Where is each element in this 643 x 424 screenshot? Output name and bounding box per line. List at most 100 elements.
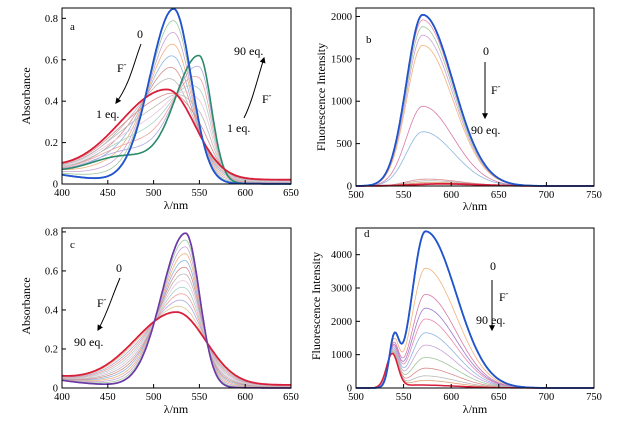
panel-d-xtick-label: 750 (586, 392, 602, 403)
panel-c-xtick-label: 600 (237, 392, 253, 403)
panel-c-curve-series-7 (61, 280, 291, 387)
panel-c-curve-last-red (61, 311, 292, 386)
panel-c-ytick-label: 0.2 (45, 344, 58, 355)
panel-b-ytick-label: 1500 (331, 54, 352, 65)
panel-a-ytick-label: 0.6 (45, 55, 58, 66)
panel-d-annot-ion: F- (499, 289, 509, 304)
panel-b-xtick-label: 550 (396, 190, 412, 201)
panel-c: 400 450 500 550 600 650 0 0.2 0.4 0.6 0.8 c Absorb… (19, 227, 299, 416)
panel-b-curve-series-4 (356, 44, 594, 187)
panel-c-xtick-label: 650 (283, 392, 299, 403)
panel-c-ytick-label: 0 (53, 384, 58, 395)
panel-a-curve-stage1-7 (61, 88, 291, 181)
panel-c-curve-series-9 (62, 293, 291, 387)
panel-a-annot-90eq: 90 eq. (234, 44, 263, 58)
panel-a-annot-ion-left: F- (117, 60, 127, 75)
panel-a-curve-stage2-4 (61, 84, 291, 183)
panel-b-ytick-label: 500 (336, 139, 352, 150)
panel-c-xtick-label: 450 (100, 392, 116, 403)
panel-c-xtick-label: 400 (54, 392, 70, 403)
panel-d-ticks: 500 550 600 650 700 750 0 1000 2000 3000 4000 (331, 250, 602, 403)
panel-d-ylabel: Fluorescence Intensity (309, 252, 323, 360)
panel-c-ticks: 400 450 500 550 600 650 0 0.2 0.4 0.6 0.8 (45, 227, 299, 403)
panel-a-frame (61, 7, 292, 185)
panel-c-annot-90eq: 90 eq. (74, 335, 103, 349)
panel-d-annot-90eq: 90 eq. (476, 313, 505, 327)
panel-c-label: c (70, 239, 75, 251)
panel-d-xlabel: λ/nm (463, 402, 488, 416)
panel-a-ytick-label: 0.2 (45, 138, 58, 149)
panel-a-annot-1eq-right: 1 eq. (227, 121, 250, 135)
panel-d-ytick-label: 0 (347, 384, 352, 395)
panel-b-xtick-label: 650 (491, 190, 507, 201)
panel-b-xtick-label: 750 (586, 190, 602, 201)
panel-a-xlabel: λ/nm (164, 198, 189, 212)
panel-d-frame (355, 227, 595, 389)
panel-b-curves (356, 13, 594, 187)
panel-c-curve-series-3 (61, 253, 291, 388)
panel-a-ytick-label: 0.4 (45, 97, 59, 108)
panel-d-curve-first-blue (356, 230, 594, 389)
panel-b-frame (355, 7, 595, 187)
panel-c-curve-series-0 (61, 232, 291, 389)
panel-a-xtick-label: 550 (192, 188, 208, 199)
panel-b-label: b (366, 34, 372, 46)
panel-d-curve-series-0 (356, 230, 594, 389)
panel-b-annot-ion: F- (491, 82, 501, 97)
panel-a-annot-zero: 0 (137, 27, 143, 41)
panel-b-xtick-label: 700 (539, 190, 555, 201)
panel-d-xtick-label: 700 (539, 392, 555, 403)
panel-a-xtick-label: 500 (146, 188, 162, 199)
panel-c-curve-series-1 (61, 239, 291, 389)
panel-a-curve-mid-red (61, 88, 291, 181)
panel-a-annot-ion-right: F- (262, 91, 272, 106)
panel-a-ytick-label: 0 (53, 180, 58, 191)
panel-b-annot-zero: 0 (483, 44, 489, 58)
panel-c-curve-series-2 (61, 246, 291, 388)
panel-b-ytick-label: 1000 (331, 97, 352, 108)
panel-a-xtick-label: 400 (54, 188, 70, 199)
panel-c-xtick-label: 550 (192, 392, 208, 403)
panel-a-arrow-left (115, 43, 142, 104)
panel-c-curve-series-5 (61, 266, 291, 388)
panel-d-xtick-label: 650 (491, 392, 507, 403)
panel-c-arrow (97, 277, 121, 332)
panel-d-xtick-label: 550 (396, 392, 412, 403)
panel-c-annot-zero: 0 (116, 261, 122, 275)
panel-c-ytick-label: 0.6 (45, 266, 58, 277)
panel-a-label: a (70, 21, 75, 33)
panel-c-ylabel: Absorbance (19, 277, 33, 334)
panel-d-ytick-label: 2000 (331, 317, 352, 328)
panel-a: 400 450 500 550 600 650 0 0.2 0.4 0.6 0.8 a Absorb… (19, 7, 299, 212)
panel-a-ylabel: Absorbance (19, 67, 33, 124)
panel-c-xtick-label: 500 (146, 392, 162, 403)
panel-d-label: d (364, 228, 370, 240)
panel-b-xtick-label: 500 (348, 190, 364, 201)
panel-b-annot-90eq: 90 eq. (471, 123, 500, 137)
panel-a-xtick-label: 650 (283, 188, 299, 199)
panel-b-ylabel: Fluorescence Intensity (314, 43, 328, 151)
panel-b-xtick-label: 600 (443, 190, 459, 201)
panel-c-ytick-label: 0.8 (45, 227, 58, 238)
panel-c-ytick-label: 0.4 (45, 305, 59, 316)
panel-a-xtick-label: 600 (237, 188, 253, 199)
panel-d-xtick-label: 600 (443, 392, 459, 403)
panel-a-ticks: 400 450 500 550 600 650 0 0.2 0.4 0.6 0.8 (45, 14, 299, 199)
panel-b-curve-first-blue (356, 13, 594, 187)
panel-c-curves (61, 232, 292, 389)
panel-d-annot-zero: 0 (490, 259, 496, 273)
panel-d-ytick-label: 3000 (331, 284, 352, 295)
panel-d-ytick-label: 1000 (331, 350, 352, 361)
panel-a-curve-stage2-3 (61, 91, 291, 182)
panel-a-curves (61, 7, 291, 185)
panel-d-ytick-label: 4000 (331, 250, 352, 261)
panel-c-curve-first-purple (61, 232, 291, 389)
panel-a-curve-stage2-5 (61, 76, 291, 184)
panel-a-ytick-label: 0.8 (45, 14, 58, 25)
panel-a-arrow-right (243, 56, 266, 119)
panel-d: 500 550 600 650 700 750 0 1000 2000 3000 4000 d Fl… (309, 227, 602, 416)
panel-c-xlabel: λ/nm (164, 402, 189, 416)
